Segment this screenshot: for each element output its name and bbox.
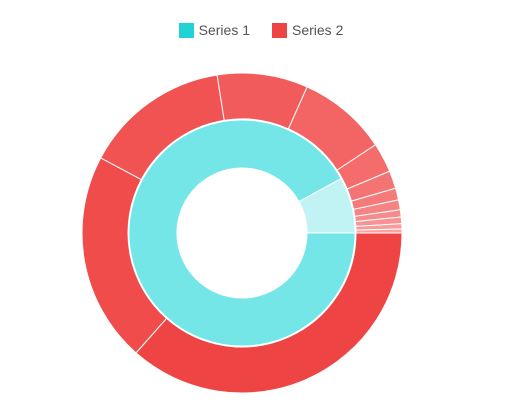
series-1-slice-2[interactable] bbox=[298, 177, 356, 234]
legend-swatch-series-1 bbox=[178, 22, 194, 38]
legend-label-series-1: Series 1 bbox=[198, 22, 250, 38]
legend-label-series-2: Series 2 bbox=[292, 22, 344, 38]
legend-item-series-2[interactable]: Series 2 bbox=[272, 22, 343, 38]
legend-item-series-1[interactable]: Series 1 bbox=[178, 22, 250, 38]
legend-swatch-series-2 bbox=[272, 22, 287, 38]
chart-legend: Series 1 Series 2 bbox=[0, 19, 522, 41]
series-2-slice-13[interactable] bbox=[355, 228, 403, 234]
series-1-slice-1[interactable] bbox=[128, 119, 356, 347]
series-2-slice-1[interactable] bbox=[135, 232, 403, 394]
